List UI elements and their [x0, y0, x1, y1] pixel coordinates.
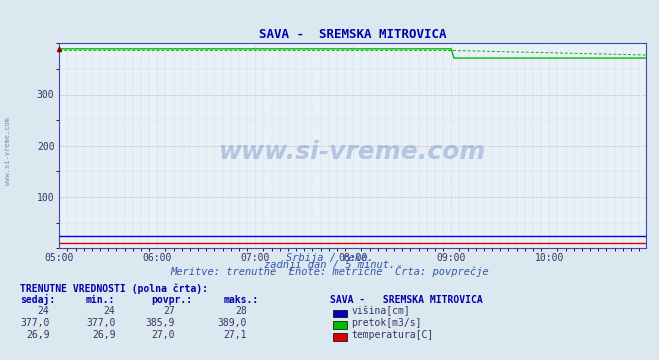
Text: 27: 27: [163, 306, 175, 316]
Text: povpr.:: povpr.:: [152, 295, 192, 305]
Text: temperatura[C]: temperatura[C]: [351, 330, 434, 340]
Text: sedaj:: sedaj:: [20, 294, 55, 305]
Text: 26,9: 26,9: [92, 330, 115, 340]
Text: 389,0: 389,0: [217, 318, 247, 328]
Text: 24: 24: [103, 306, 115, 316]
Text: 26,9: 26,9: [26, 330, 49, 340]
Text: TRENUTNE VREDNOSTI (polna črta):: TRENUTNE VREDNOSTI (polna črta):: [20, 283, 208, 294]
Text: 28: 28: [235, 306, 247, 316]
Text: višina[cm]: višina[cm]: [351, 306, 410, 316]
Text: zadnji dan / 5 minut.: zadnji dan / 5 minut.: [264, 260, 395, 270]
Text: Meritve: trenutne  Enote: metrične  Črta: povprečje: Meritve: trenutne Enote: metrične Črta: …: [170, 265, 489, 278]
Text: 377,0: 377,0: [20, 318, 49, 328]
Text: pretok[m3/s]: pretok[m3/s]: [351, 318, 422, 328]
Text: 27,1: 27,1: [223, 330, 247, 340]
Text: www.si-vreme.com: www.si-vreme.com: [219, 140, 486, 164]
Text: 24: 24: [38, 306, 49, 316]
Text: 377,0: 377,0: [86, 318, 115, 328]
Text: min.:: min.:: [86, 295, 115, 305]
Text: maks.:: maks.:: [224, 295, 259, 305]
Title: SAVA -  SREMSKA MITROVICA: SAVA - SREMSKA MITROVICA: [259, 28, 446, 41]
Text: Srbija / reke.: Srbija / reke.: [286, 253, 373, 263]
Text: 27,0: 27,0: [151, 330, 175, 340]
Text: SAVA -   SREMSKA MITROVICA: SAVA - SREMSKA MITROVICA: [330, 295, 482, 305]
Text: 385,9: 385,9: [145, 318, 175, 328]
Text: www.si-vreme.com: www.si-vreme.com: [5, 117, 11, 185]
